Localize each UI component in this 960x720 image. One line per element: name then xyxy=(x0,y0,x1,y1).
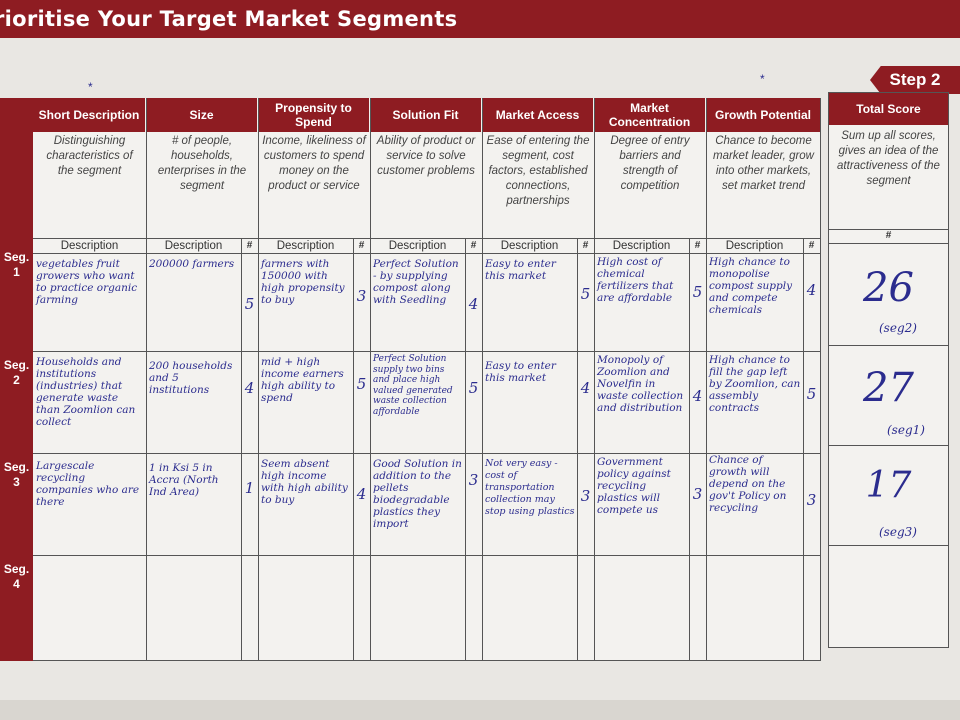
score-label: # xyxy=(246,240,253,251)
segment-3-market-access: Not very easy - cost of transportation c… xyxy=(485,458,575,517)
column-header-market-concentration: Market Concentration xyxy=(594,98,706,132)
description-label: Description xyxy=(276,240,335,252)
segment-3-propensity: Seem absent high income with high abilit… xyxy=(261,458,348,506)
score-label: # xyxy=(582,240,589,251)
segment-2-size-score: 4 xyxy=(244,379,255,397)
segment-1-growth-potential-score: 4 xyxy=(806,281,817,299)
segment-2-total-note: (seg1) xyxy=(887,423,925,437)
column-subtitle: Degree of entry barriers and strength of… xyxy=(610,135,690,192)
segment-2-market-access: Easy to enter this market xyxy=(485,360,556,384)
description-label: Description xyxy=(612,240,671,252)
score-label: # xyxy=(694,240,701,251)
segment-1-market-access-score: 5 xyxy=(580,285,591,303)
segment-2-solution-fit-score: 5 xyxy=(468,379,479,397)
segment-label-4: Seg. 4 xyxy=(3,562,30,591)
step-badge: Step 2 xyxy=(870,66,960,94)
star-mark: * xyxy=(88,80,93,94)
description-label: Description xyxy=(500,240,559,252)
segment-1-solution-fit: Perfect Solution - by supplying compost … xyxy=(373,258,459,306)
title-text: rioritise Your Target Market Segments xyxy=(0,7,458,31)
segment-3-total: 17 xyxy=(865,465,912,506)
segment-2-growth-potential-score: 5 xyxy=(806,385,817,403)
segment-2-size: 200 households and 5 institutions xyxy=(149,360,233,396)
segment-1-market-concentration: High cost of chemical fertilizers that a… xyxy=(597,256,674,304)
segment-1-total: 26 xyxy=(863,265,914,311)
segment-1-total-note: (seg2) xyxy=(879,321,917,335)
segment-3-growth-potential-score: 3 xyxy=(806,491,817,509)
segment-2-propensity-score: 5 xyxy=(356,375,367,393)
column-subtitle: Distinguishing characteristics of the se… xyxy=(46,135,133,177)
column-header-growth-potential: Growth Potential xyxy=(706,98,821,132)
segment-3-size: 1 in Ksi 5 in Accra (North Ind Area) xyxy=(149,462,219,498)
segment-3-solution-fit-score: 3 xyxy=(468,471,479,489)
total-score-hash: # xyxy=(885,230,892,241)
segment-1-market-access: Easy to enter this market xyxy=(485,258,556,282)
column-subtitle: # of people, households, enterprises in … xyxy=(157,135,247,192)
column-subtitle: Ability of product or service to solve c… xyxy=(376,135,476,177)
segment-3-growth-potential: Chance of growth will depend on the gov'… xyxy=(709,454,787,514)
score-label: # xyxy=(358,240,365,251)
description-label: Description xyxy=(388,240,447,252)
segment-label-column xyxy=(0,98,33,661)
column-header-solution-fit: Solution Fit xyxy=(370,98,482,132)
total-score-column: Total Score Sum up all scores, gives an … xyxy=(828,92,949,648)
score-label: # xyxy=(470,240,477,251)
segment-2-total: 27 xyxy=(863,365,914,411)
segment-2-growth-potential: High chance to fill the gap left by Zoom… xyxy=(709,354,801,414)
segment-1-short-description: vegetables fruit growers who want to pra… xyxy=(36,258,138,306)
segment-label-3: Seg. 3 xyxy=(3,460,30,489)
segment-2-solution-fit: Perfect Solution supply two bins and pla… xyxy=(373,354,453,417)
segment-1-solution-fit-score: 4 xyxy=(468,295,479,313)
segment-2-market-concentration: Monopoly of Zoomlion and Novelfin in was… xyxy=(597,354,684,414)
column-header-market-access: Market Access xyxy=(482,98,594,132)
total-score-header: Total Score xyxy=(829,93,948,125)
segment-2-propensity: mid + high income earners high ability t… xyxy=(261,356,344,404)
segment-3-total-note: (seg3) xyxy=(879,525,917,539)
segment-3-market-concentration: Government policy against recycling plas… xyxy=(597,456,671,516)
segment-2-market-concentration-score: 4 xyxy=(692,387,703,405)
worksheet: rioritise Your Target Market Segments St… xyxy=(0,0,960,700)
column-header-propensity: Propensity to Spend xyxy=(258,98,370,132)
segment-3-market-concentration-score: 3 xyxy=(692,485,703,503)
description-label: Description xyxy=(164,240,223,252)
star-mark: * xyxy=(760,72,765,86)
segment-3-size-score: 1 xyxy=(244,479,255,497)
segment-1-market-concentration-score: 5 xyxy=(692,283,703,301)
segment-label-1: Seg. 1 xyxy=(3,250,30,279)
column-subtitle: Income, likeliness of customers to spend… xyxy=(262,135,366,192)
description-label: Description xyxy=(60,240,119,252)
column-header-short-description: Short Description xyxy=(33,98,146,132)
segment-label-2: Seg. 2 xyxy=(3,358,30,387)
segment-2-short-description: Households and institutions (industries)… xyxy=(36,356,136,428)
segment-3-solution-fit: Good Solution in addition to the pellets… xyxy=(373,458,462,530)
segment-1-growth-potential: High chance to monopolise compost supply… xyxy=(709,256,793,316)
segment-3-market-access-score: 3 xyxy=(580,487,591,505)
column-subtitle: Chance to become market leader, grow int… xyxy=(713,135,814,192)
column-header-size: Size xyxy=(146,98,258,132)
segment-2-market-access-score: 4 xyxy=(580,379,591,397)
segment-1-propensity: farmers with 150000 with high propensity… xyxy=(261,258,345,306)
description-label: Description xyxy=(725,240,784,252)
segment-3-propensity-score: 4 xyxy=(356,485,367,503)
page-title: rioritise Your Target Market Segments xyxy=(0,0,960,38)
segment-1-size-score: 5 xyxy=(244,295,255,313)
score-label: # xyxy=(808,240,815,251)
total-score-subtitle: Sum up all scores, gives an idea of the … xyxy=(837,130,940,187)
segment-3-short-description: Largescale recycling companies who are t… xyxy=(36,460,140,508)
segment-1-size: 200000 farmers xyxy=(149,258,235,270)
segment-1-propensity-score: 3 xyxy=(356,287,367,305)
segment-table: Short Description Size Propensity to Spe… xyxy=(33,98,821,661)
column-subtitle: Ease of entering the segment, cost facto… xyxy=(486,135,590,207)
